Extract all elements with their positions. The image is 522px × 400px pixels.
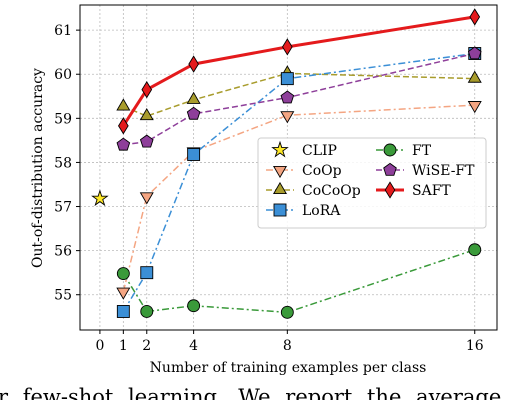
y-tick-label: 56 — [54, 244, 72, 260]
legend-label: SAFT — [412, 183, 451, 199]
legend-label: CLIP — [302, 143, 337, 159]
y-tick-label: 60 — [54, 67, 72, 83]
x-tick-label: 0 — [95, 338, 104, 354]
y-tick-label: 58 — [54, 155, 72, 171]
legend-label: LoRA — [302, 203, 341, 219]
y-tick-label: 61 — [54, 23, 72, 39]
x-tick-label: 4 — [189, 338, 198, 354]
data-point — [280, 90, 295, 104]
data-point — [469, 8, 481, 26]
series-line — [123, 52, 475, 146]
y-tick-label: 57 — [54, 200, 72, 216]
series-line — [122, 52, 475, 312]
data-point — [140, 305, 154, 318]
x-axis-label: Number of training examples per class — [150, 360, 427, 376]
legend-label: CoCoOp — [302, 183, 361, 199]
legend-box — [257, 137, 487, 229]
legend-label: WiSE-FT — [412, 163, 475, 179]
legend-marker — [384, 181, 396, 199]
y-tick-label: 55 — [54, 288, 72, 304]
legend-marker — [273, 203, 287, 217]
legend-marker — [272, 181, 288, 195]
legend-marker — [383, 143, 397, 157]
legend-label: FT — [412, 143, 432, 159]
legend-label: CoOp — [302, 163, 342, 179]
legend-marker — [272, 165, 288, 179]
legend-marker — [383, 162, 397, 176]
legend: CLIP CoOp CoCoOp LoRA FT WiSE-FT SAFT — [257, 137, 487, 229]
data-point — [188, 55, 199, 73]
plot-frame — [79, 4, 498, 331]
data-point — [116, 137, 131, 151]
data-point — [139, 108, 154, 121]
data-point — [186, 91, 201, 104]
y-tick-label: 59 — [54, 111, 72, 127]
data-point — [116, 287, 131, 300]
data-point — [467, 70, 482, 83]
y-axis-label: Out-of-distribution accuracy — [30, 68, 46, 268]
data-point — [280, 305, 294, 319]
series-line — [122, 104, 475, 292]
series-line — [122, 249, 475, 314]
data-point — [116, 267, 130, 281]
data-point — [467, 101, 482, 114]
x-tick-label: 8 — [283, 338, 292, 354]
legend-marker — [271, 140, 289, 158]
data-point — [139, 134, 154, 148]
data-point — [141, 81, 153, 99]
data-point — [282, 38, 293, 56]
data-point — [187, 148, 201, 161]
data-point — [280, 72, 294, 86]
caption: r few-shot learning. We report the avera… — [0, 385, 501, 400]
data-point — [140, 266, 154, 280]
data-point — [118, 117, 129, 135]
data-point — [467, 46, 482, 60]
x-tick-label: 1 — [119, 338, 128, 354]
data-point — [116, 305, 130, 318]
data-point — [186, 106, 201, 120]
data-point — [91, 189, 109, 207]
x-tick-label: 16 — [466, 338, 484, 354]
data-point — [116, 98, 131, 111]
data-point — [139, 192, 154, 205]
data-point — [280, 111, 295, 124]
data-point — [468, 243, 482, 257]
x-tick-label: 2 — [142, 338, 151, 354]
series-line — [122, 15, 475, 127]
data-point — [187, 299, 201, 313]
